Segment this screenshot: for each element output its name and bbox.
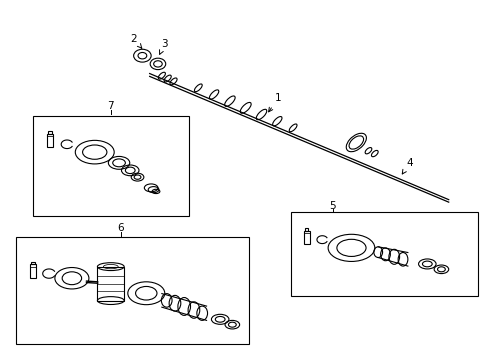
Bar xyxy=(33,116,188,216)
Bar xyxy=(16,237,249,344)
Text: 7: 7 xyxy=(107,102,114,111)
Bar xyxy=(31,262,35,264)
Bar xyxy=(97,267,124,301)
Bar xyxy=(48,131,52,134)
Text: 1: 1 xyxy=(268,93,281,112)
Text: 2: 2 xyxy=(130,34,142,48)
Bar xyxy=(46,134,53,148)
Bar xyxy=(303,231,309,244)
Text: 3: 3 xyxy=(159,39,168,54)
Bar xyxy=(290,212,477,296)
Text: 5: 5 xyxy=(329,201,336,211)
Text: 4: 4 xyxy=(402,158,412,174)
Text: 6: 6 xyxy=(117,223,123,233)
Bar xyxy=(30,264,36,278)
Bar xyxy=(305,228,308,231)
